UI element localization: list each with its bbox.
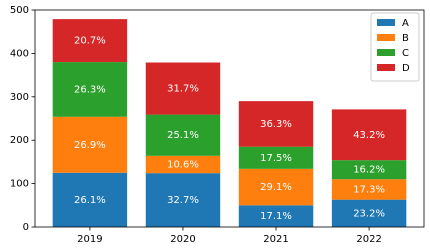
bar-segment (52, 19, 128, 63)
legend-swatch (377, 19, 395, 26)
bar-segment (331, 109, 407, 161)
segment-label: 26.1% (74, 195, 106, 206)
segment-label: 20.7% (74, 36, 106, 47)
bar-segment (145, 173, 221, 227)
segment-label: 17.3% (353, 184, 385, 195)
segment-label: 23.2% (353, 208, 385, 219)
segment-label: 29.1% (260, 182, 292, 193)
segment-label: 17.5% (260, 153, 292, 164)
bar-segment (238, 101, 314, 147)
y-tick-label: 200 (10, 135, 29, 146)
x-tick-label: 2019 (77, 234, 102, 245)
segment-label: 17.1% (260, 211, 292, 222)
bar-segment (52, 172, 128, 227)
legend-swatch (377, 34, 395, 41)
bar-segment (331, 179, 407, 200)
bar-segment (238, 205, 314, 227)
segment-label: 26.9% (74, 140, 106, 151)
bar-segment (331, 160, 407, 180)
segment-label: 31.7% (167, 84, 199, 95)
bar-segment (331, 199, 407, 227)
x-tick-label: 2021 (263, 234, 288, 245)
y-tick-label: 0 (23, 222, 29, 233)
x-tick-label: 2022 (356, 234, 381, 245)
bar-segment (145, 155, 221, 174)
legend-swatch (377, 64, 395, 71)
y-tick-label: 400 (10, 48, 29, 59)
y-tick-label: 300 (10, 92, 29, 103)
bar-segment (145, 62, 221, 115)
segment-label: 32.7% (167, 195, 199, 206)
segment-label: 36.3% (260, 119, 292, 130)
bar-segment (52, 116, 128, 173)
y-tick-label: 100 (10, 179, 29, 190)
legend-label: A (402, 18, 409, 29)
segment-label: 10.6% (167, 160, 199, 171)
legend-label: C (402, 48, 409, 59)
bar-segment (238, 168, 314, 206)
bar-segment (52, 62, 128, 117)
segment-label: 16.2% (353, 165, 385, 176)
segment-label: 25.1% (167, 130, 199, 141)
segment-label: 43.2% (353, 130, 385, 141)
x-tick-label: 2020 (170, 234, 195, 245)
bar-segment (145, 114, 221, 156)
legend-label: B (402, 33, 409, 44)
plot-frame (34, 9, 425, 228)
legend-label: D (402, 63, 410, 74)
bar-segment (238, 146, 314, 169)
legend-swatch (377, 49, 395, 56)
y-tick-label: 500 (10, 5, 29, 16)
segment-label: 26.3% (74, 84, 106, 95)
